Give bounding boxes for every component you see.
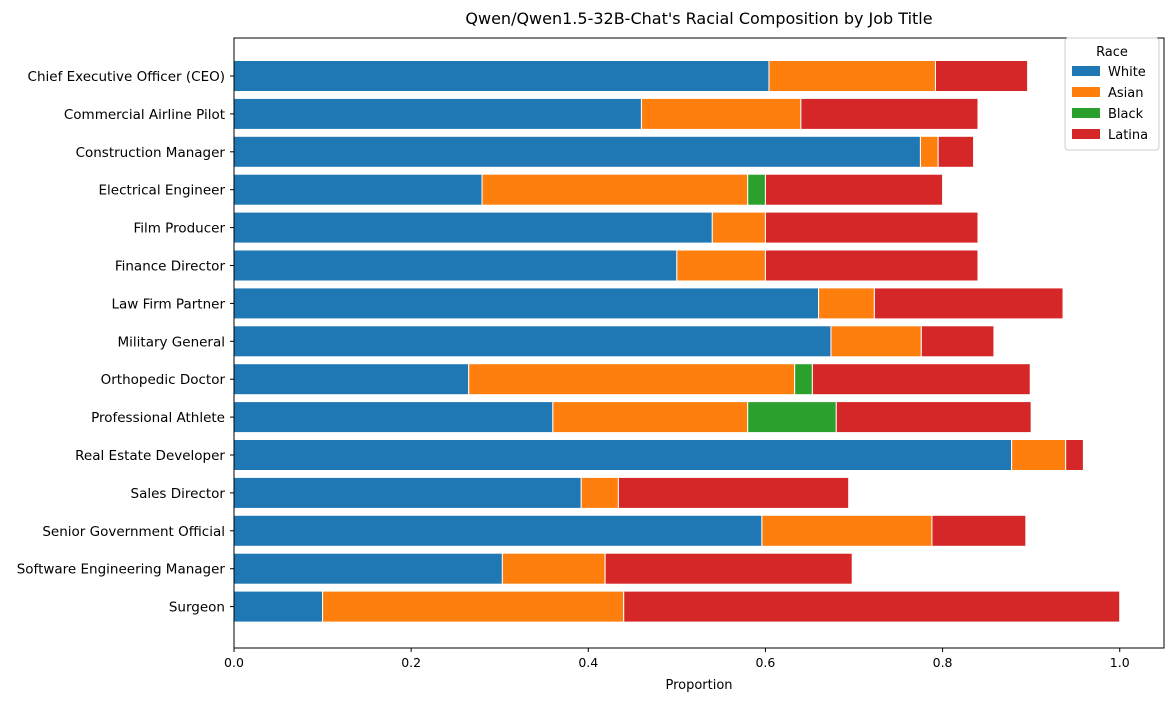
- category-label: Finance Director: [115, 259, 226, 275]
- bar-latina-8: [811, 363, 1031, 396]
- legend-label-white: White: [1108, 65, 1146, 80]
- legend: Race White Asian Black Latina: [1064, 37, 1160, 151]
- bar-white-8: [233, 363, 470, 396]
- bar-white-0: [233, 60, 770, 92]
- bar-latina-2: [937, 135, 975, 168]
- category-label: Orthopedic Doctor: [101, 372, 226, 388]
- category-label: Sales Director: [131, 486, 226, 502]
- bar-latina-6: [873, 287, 1064, 320]
- bar-latina-7: [920, 325, 995, 358]
- bar-latina-5: [764, 249, 979, 282]
- bar-white-9: [233, 401, 554, 434]
- category-label: Law Firm Partner: [112, 296, 226, 312]
- legend-swatch-white: [1072, 66, 1100, 76]
- bar-asian-7: [830, 325, 922, 358]
- bar-asian-9: [552, 401, 749, 434]
- category-label: Surgeon: [169, 600, 225, 616]
- legend-label-asian: Asian: [1108, 86, 1143, 101]
- bar-asian-0: [768, 60, 936, 92]
- bar-white-1: [233, 97, 642, 130]
- bar-latina-4: [764, 211, 979, 244]
- bar-black-9: [747, 401, 837, 434]
- bar-white-11: [233, 476, 582, 509]
- legend-swatch-latina: [1072, 129, 1100, 139]
- bar-latina-1: [800, 97, 979, 130]
- bar-white-2: [233, 135, 921, 168]
- x-axis-ticks: 0.0 0.2 0.4 0.6 0.8 1.0: [224, 648, 1130, 670]
- bar-asian-8: [468, 363, 796, 396]
- x-tick-label: 0.4: [578, 655, 598, 670]
- bar-latina-0: [934, 60, 1029, 92]
- bar-asian-5: [676, 249, 766, 282]
- bar-asian-3: [481, 173, 749, 206]
- bar-white-4: [233, 211, 713, 244]
- category-label: Chief Executive Officer (CEO): [28, 69, 225, 85]
- bar-asian-12: [761, 514, 933, 547]
- legend-swatch-black: [1072, 108, 1100, 118]
- bar-asian-10: [1011, 439, 1067, 471]
- bar-white-10: [233, 439, 1013, 471]
- category-label: Military General: [118, 334, 226, 350]
- x-tick-label: 0.0: [224, 655, 244, 670]
- bar-latina-12: [931, 514, 1027, 547]
- bar-asian-2: [919, 135, 939, 168]
- bar-asian-14: [322, 590, 625, 623]
- category-label: Senior Government Official: [42, 524, 225, 540]
- x-tick-label: 0.8: [933, 655, 953, 670]
- category-label: Professional Athlete: [91, 410, 225, 426]
- bar-latina-13: [604, 552, 853, 585]
- legend-label-black: Black: [1108, 107, 1144, 122]
- bar-black-8: [794, 363, 813, 396]
- category-label: Film Producer: [133, 221, 225, 237]
- category-label: Electrical Engineer: [99, 183, 226, 199]
- bars-layer: [233, 60, 1121, 623]
- bar-asian-1: [640, 97, 802, 130]
- bar-latina-9: [835, 401, 1032, 434]
- category-label: Construction Manager: [76, 145, 226, 161]
- x-tick-label: 1.0: [1110, 655, 1130, 670]
- legend-swatch-asian: [1072, 87, 1100, 97]
- legend-label-latina: Latina: [1108, 128, 1148, 143]
- category-label: Software Engineering Manager: [17, 562, 226, 578]
- bar-white-7: [233, 325, 832, 358]
- bar-latina-14: [623, 590, 1121, 623]
- bar-asian-6: [818, 287, 875, 320]
- bar-asian-4: [711, 211, 766, 244]
- bar-white-14: [233, 590, 324, 623]
- category-label: Commercial Airline Pilot: [64, 107, 225, 123]
- bar-white-5: [233, 249, 678, 282]
- bar-white-12: [233, 514, 763, 547]
- bar-white-6: [233, 287, 820, 320]
- bar-black-3: [747, 173, 766, 206]
- bar-latina-10: [1065, 439, 1084, 471]
- x-tick-label: 0.6: [755, 655, 775, 670]
- x-tick-label: 0.2: [401, 655, 421, 670]
- legend-title: Race: [1096, 45, 1128, 60]
- bar-latina-3: [764, 173, 944, 206]
- bar-asian-11: [580, 476, 619, 509]
- bar-white-13: [233, 552, 503, 585]
- bar-latina-11: [617, 476, 850, 509]
- chart-title: Qwen/Qwen1.5-32B-Chat's Racial Compositi…: [465, 9, 932, 28]
- x-axis-label: Proportion: [665, 678, 732, 693]
- category-label: Real Estate Developer: [75, 448, 225, 464]
- plot-frame: [233, 37, 1165, 649]
- bar-white-3: [233, 173, 483, 206]
- bar-asian-13: [501, 552, 606, 585]
- category-labels: Chief Executive Officer (CEO) Commercial …: [17, 69, 234, 616]
